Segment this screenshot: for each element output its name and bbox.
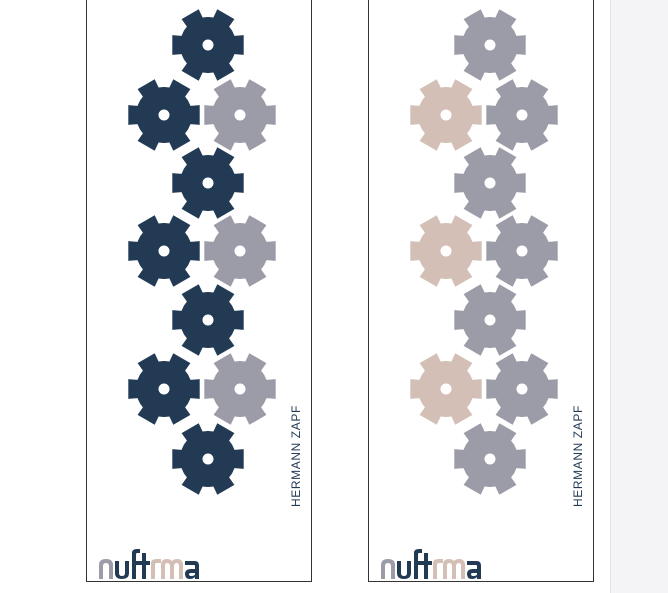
gear-pattern — [128, 9, 276, 495]
gear-icon — [486, 215, 558, 287]
vertical-author-label: HERMANN ZAPF — [571, 405, 585, 507]
gear-icon — [172, 284, 244, 356]
gear-icon — [410, 353, 482, 425]
logo-letter-n — [99, 559, 113, 579]
gear-pattern — [410, 9, 558, 495]
logo-letter-n — [381, 559, 395, 579]
logo-letter-r — [151, 559, 161, 579]
logo-letter-a — [467, 561, 481, 579]
nofuturama-logo — [381, 549, 481, 579]
gear-icon — [454, 147, 526, 219]
gear-icon — [172, 9, 244, 81]
gear-icon — [172, 147, 244, 219]
logo-letter-m — [161, 559, 183, 579]
logo-letter-t — [139, 553, 150, 579]
logo-letter-u — [397, 561, 411, 579]
gear-icon — [486, 353, 558, 425]
logo-letter-t — [421, 553, 432, 579]
gear-icon — [128, 79, 200, 151]
gear-icon — [204, 215, 276, 287]
gear-icon — [204, 79, 276, 151]
logo-letter-f — [132, 549, 140, 579]
gear-icon — [410, 79, 482, 151]
gear-icon — [128, 215, 200, 287]
window-right-margin — [610, 0, 668, 593]
logo-letter-u — [115, 561, 129, 579]
vertical-author-label: HERMANN ZAPF — [289, 405, 303, 507]
gear-icon — [128, 353, 200, 425]
logo-letter-a — [185, 561, 199, 579]
logo-letter-m — [443, 559, 465, 579]
logo-letter-f — [414, 549, 422, 579]
poster-panel-dark: HERMANN ZAPF — [86, 0, 312, 582]
gear-icon — [410, 215, 482, 287]
nofuturama-logo — [99, 549, 199, 579]
gear-icon — [172, 423, 244, 495]
gear-icon — [486, 79, 558, 151]
poster-panel-light: HERMANN ZAPF — [368, 0, 594, 582]
gear-icon — [454, 423, 526, 495]
gear-icon — [204, 353, 276, 425]
gear-icon — [454, 284, 526, 356]
gear-icon — [454, 9, 526, 81]
logo-letter-r — [433, 559, 443, 579]
